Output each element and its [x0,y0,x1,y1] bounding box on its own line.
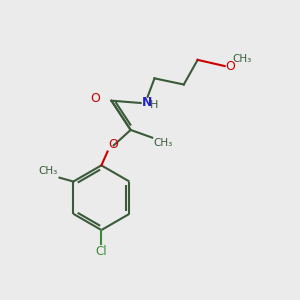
Text: Cl: Cl [96,245,107,258]
Text: O: O [225,59,235,73]
Text: CH₃: CH₃ [154,138,173,148]
Text: O: O [91,92,100,105]
Text: N: N [141,97,152,110]
Text: H: H [150,100,158,110]
Text: CH₃: CH₃ [39,166,58,176]
Text: O: O [108,138,118,151]
Text: CH₃: CH₃ [232,55,251,64]
